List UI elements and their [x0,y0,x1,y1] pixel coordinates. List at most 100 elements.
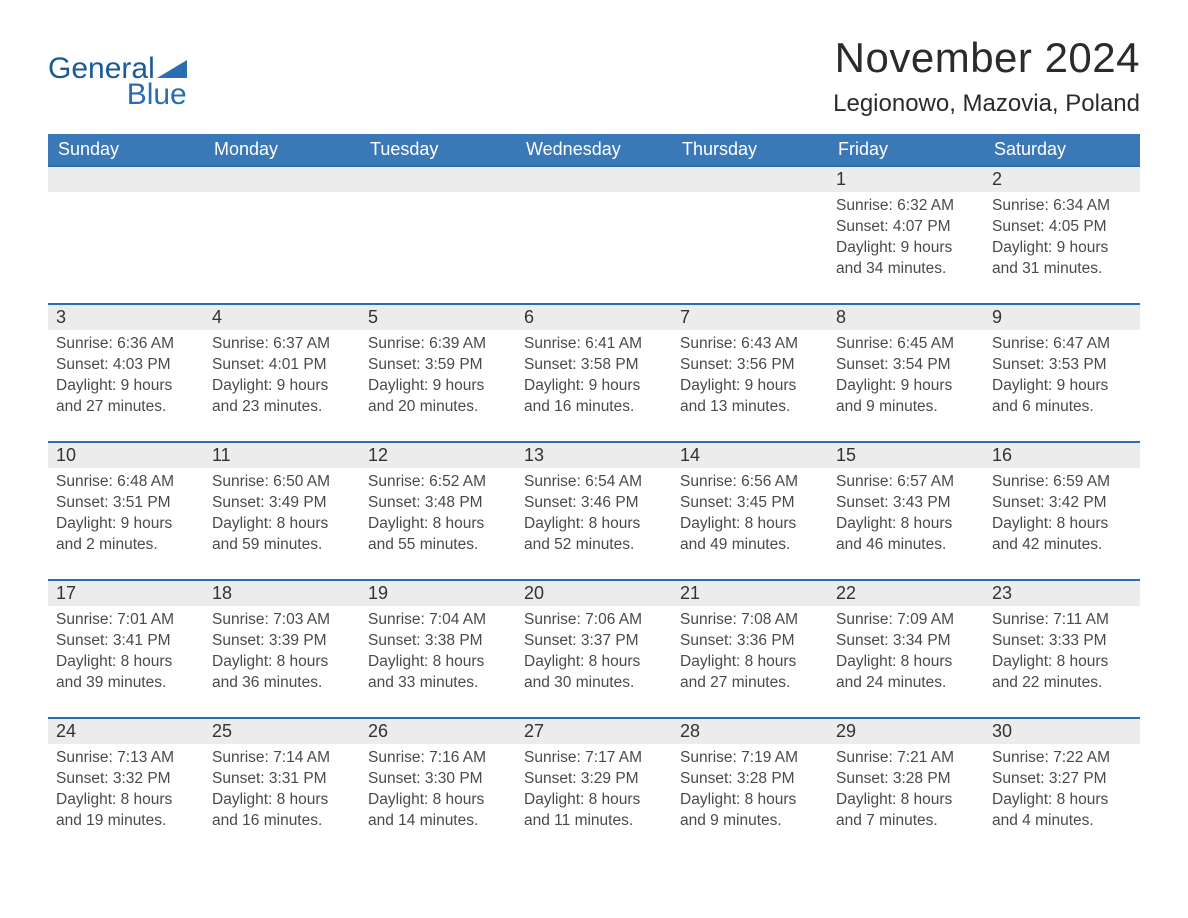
day-details: Sunrise: 7:03 AMSunset: 3:39 PMDaylight:… [204,606,360,698]
day-details: Sunrise: 6:41 AMSunset: 3:58 PMDaylight:… [516,330,672,422]
calendar-cell: 21Sunrise: 7:08 AMSunset: 3:36 PMDayligh… [672,579,828,717]
sunrise-line: Sunrise: 6:48 AM [56,472,196,493]
day-details: Sunrise: 6:39 AMSunset: 3:59 PMDaylight:… [360,330,516,422]
day-number: 14 [672,441,828,468]
daylight-line: Daylight: 8 hours and 14 minutes. [368,790,508,832]
day-details: Sunrise: 6:47 AMSunset: 3:53 PMDaylight:… [984,330,1140,422]
day-number: 15 [828,441,984,468]
sunset-line: Sunset: 3:33 PM [992,631,1132,652]
calendar-table: SundayMondayTuesdayWednesdayThursdayFrid… [48,134,1140,855]
sunset-line: Sunset: 3:38 PM [368,631,508,652]
calendar-cell: 12Sunrise: 6:52 AMSunset: 3:48 PMDayligh… [360,441,516,579]
day-details: Sunrise: 7:19 AMSunset: 3:28 PMDaylight:… [672,744,828,836]
day-details: Sunrise: 6:37 AMSunset: 4:01 PMDaylight:… [204,330,360,422]
calendar-cell: 19Sunrise: 7:04 AMSunset: 3:38 PMDayligh… [360,579,516,717]
calendar-cell [516,165,672,303]
day-details: Sunrise: 6:36 AMSunset: 4:03 PMDaylight:… [48,330,204,422]
page-title: November 2024 [833,34,1140,82]
day-details: Sunrise: 7:04 AMSunset: 3:38 PMDaylight:… [360,606,516,698]
sunset-line: Sunset: 3:59 PM [368,355,508,376]
day-number: 21 [672,579,828,606]
sunrise-line: Sunrise: 6:50 AM [212,472,352,493]
sunset-line: Sunset: 3:37 PM [524,631,664,652]
daylight-line: Daylight: 8 hours and 4 minutes. [992,790,1132,832]
calendar-cell [672,165,828,303]
sunset-line: Sunset: 3:53 PM [992,355,1132,376]
day-details: Sunrise: 6:50 AMSunset: 3:49 PMDaylight:… [204,468,360,560]
calendar-cell: 24Sunrise: 7:13 AMSunset: 3:32 PMDayligh… [48,717,204,855]
calendar-cell: 23Sunrise: 7:11 AMSunset: 3:33 PMDayligh… [984,579,1140,717]
calendar-row: 1Sunrise: 6:32 AMSunset: 4:07 PMDaylight… [48,165,1140,303]
weekday-header: Monday [204,134,360,165]
sunset-line: Sunset: 4:03 PM [56,355,196,376]
sunrise-line: Sunrise: 7:09 AM [836,610,976,631]
daylight-line: Daylight: 8 hours and 52 minutes. [524,514,664,556]
calendar-cell: 25Sunrise: 7:14 AMSunset: 3:31 PMDayligh… [204,717,360,855]
day-number: 19 [360,579,516,606]
day-number: 5 [360,303,516,330]
daylight-line: Daylight: 8 hours and 27 minutes. [680,652,820,694]
sunset-line: Sunset: 3:46 PM [524,493,664,514]
sunset-line: Sunset: 3:28 PM [836,769,976,790]
calendar-cell: 18Sunrise: 7:03 AMSunset: 3:39 PMDayligh… [204,579,360,717]
sunset-line: Sunset: 3:31 PM [212,769,352,790]
calendar-cell: 14Sunrise: 6:56 AMSunset: 3:45 PMDayligh… [672,441,828,579]
daylight-line: Daylight: 9 hours and 27 minutes. [56,376,196,418]
sunrise-line: Sunrise: 7:17 AM [524,748,664,769]
daylight-line: Daylight: 8 hours and 7 minutes. [836,790,976,832]
sunset-line: Sunset: 3:42 PM [992,493,1132,514]
weekday-header: Thursday [672,134,828,165]
calendar-cell [48,165,204,303]
day-details: Sunrise: 7:11 AMSunset: 3:33 PMDaylight:… [984,606,1140,698]
daylight-line: Daylight: 8 hours and 9 minutes. [680,790,820,832]
calendar-page: General Blue November 2024 Legionowo, Ma… [0,0,1188,918]
daylight-line: Daylight: 9 hours and 34 minutes. [836,238,976,280]
calendar-cell: 28Sunrise: 7:19 AMSunset: 3:28 PMDayligh… [672,717,828,855]
calendar-header: SundayMondayTuesdayWednesdayThursdayFrid… [48,134,1140,165]
calendar-cell [360,165,516,303]
calendar-cell: 16Sunrise: 6:59 AMSunset: 3:42 PMDayligh… [984,441,1140,579]
day-details: Sunrise: 7:16 AMSunset: 3:30 PMDaylight:… [360,744,516,836]
daylight-line: Daylight: 9 hours and 2 minutes. [56,514,196,556]
logo-mark-icon [157,60,187,78]
calendar-cell: 9Sunrise: 6:47 AMSunset: 3:53 PMDaylight… [984,303,1140,441]
day-number: 26 [360,717,516,744]
sunrise-line: Sunrise: 7:19 AM [680,748,820,769]
calendar-cell: 8Sunrise: 6:45 AMSunset: 3:54 PMDaylight… [828,303,984,441]
weekday-header: Tuesday [360,134,516,165]
day-number: 27 [516,717,672,744]
sunset-line: Sunset: 3:45 PM [680,493,820,514]
day-number: 30 [984,717,1140,744]
daylight-line: Daylight: 8 hours and 30 minutes. [524,652,664,694]
calendar-row: 10Sunrise: 6:48 AMSunset: 3:51 PMDayligh… [48,441,1140,579]
daylight-line: Daylight: 8 hours and 36 minutes. [212,652,352,694]
sunset-line: Sunset: 3:56 PM [680,355,820,376]
sunset-line: Sunset: 3:34 PM [836,631,976,652]
day-number: 29 [828,717,984,744]
calendar-cell: 22Sunrise: 7:09 AMSunset: 3:34 PMDayligh… [828,579,984,717]
sunrise-line: Sunrise: 7:06 AM [524,610,664,631]
day-number-empty [204,165,360,192]
sunrise-line: Sunrise: 6:43 AM [680,334,820,355]
day-number: 25 [204,717,360,744]
daylight-line: Daylight: 8 hours and 11 minutes. [524,790,664,832]
sunset-line: Sunset: 3:58 PM [524,355,664,376]
daylight-line: Daylight: 8 hours and 49 minutes. [680,514,820,556]
weekday-header: Wednesday [516,134,672,165]
daylight-line: Daylight: 8 hours and 46 minutes. [836,514,976,556]
day-details: Sunrise: 6:34 AMSunset: 4:05 PMDaylight:… [984,192,1140,284]
calendar-cell: 1Sunrise: 6:32 AMSunset: 4:07 PMDaylight… [828,165,984,303]
sunset-line: Sunset: 4:05 PM [992,217,1132,238]
sunrise-line: Sunrise: 7:08 AM [680,610,820,631]
sunset-line: Sunset: 3:54 PM [836,355,976,376]
daylight-line: Daylight: 8 hours and 42 minutes. [992,514,1132,556]
logo-text: General Blue [48,54,187,110]
day-number: 6 [516,303,672,330]
day-number: 18 [204,579,360,606]
day-number: 11 [204,441,360,468]
day-details: Sunrise: 7:08 AMSunset: 3:36 PMDaylight:… [672,606,828,698]
daylight-line: Daylight: 9 hours and 20 minutes. [368,376,508,418]
daylight-line: Daylight: 8 hours and 39 minutes. [56,652,196,694]
daylight-line: Daylight: 9 hours and 9 minutes. [836,376,976,418]
sunrise-line: Sunrise: 7:03 AM [212,610,352,631]
